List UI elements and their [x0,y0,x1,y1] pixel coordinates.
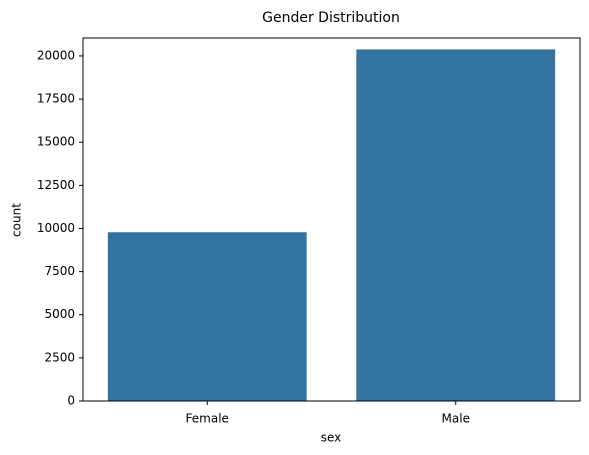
y-tick-label: 20000 [37,48,75,62]
y-tick-label: 7500 [44,264,75,278]
y-tick-label: 15000 [37,135,75,149]
y-tick-label: 2500 [44,350,75,364]
bar [356,49,556,402]
x-tick-label: Male [442,412,470,426]
plot-frame [82,37,581,402]
x-axis-label: sex [321,431,342,445]
y-tick-label: 10000 [37,221,75,235]
y-axis-label: count [10,203,24,237]
y-tick-label: 0 [67,394,75,408]
chart-title: Gender Distribution [262,10,400,26]
y-tick-label: 5000 [44,307,75,321]
bar [107,232,307,401]
y-tick-label: 17500 [37,92,75,106]
y-tick-label: 12500 [37,178,75,192]
x-tick-label: Female [186,412,229,426]
